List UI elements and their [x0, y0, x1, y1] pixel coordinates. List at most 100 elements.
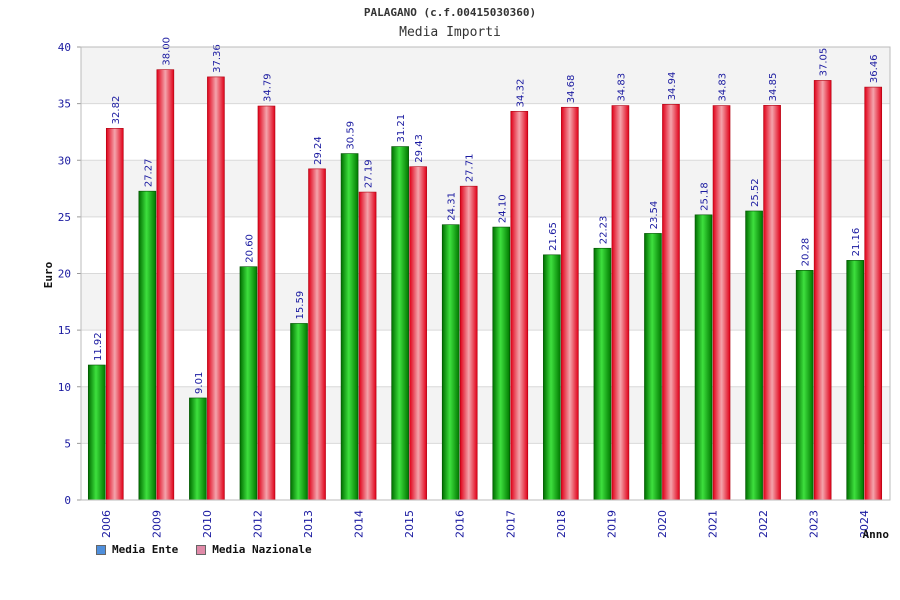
y-tick-label: 0	[64, 494, 71, 507]
bar-ente	[644, 233, 662, 501]
bar-ente	[391, 146, 409, 501]
bar-nazionale	[207, 76, 225, 501]
bar-ente	[694, 214, 713, 501]
bar-ente	[795, 270, 814, 501]
chart-subtitle: Media Importi	[399, 25, 501, 40]
bar-ente	[745, 210, 763, 501]
bar-nazionale	[105, 128, 124, 501]
y-axis-title: Euro	[42, 261, 55, 288]
data-label: 9.01	[194, 372, 205, 394]
bar-ente	[441, 224, 460, 501]
data-labels-layer: 11.92 32.82 27.27 38.00 9.01 37.36 20.60 34.79 1…	[93, 37, 880, 394]
x-tick-label: 2015	[403, 510, 416, 538]
plot-frame	[80, 46, 891, 501]
bar-ente	[239, 266, 258, 501]
data-label: 29.24	[313, 136, 324, 165]
data-label: 38.00	[161, 37, 172, 66]
data-label: 37.05	[819, 48, 830, 77]
y-tick-label: 35	[58, 98, 71, 111]
x-tick-label: 2023	[808, 510, 821, 538]
data-label: 27.19	[364, 159, 375, 188]
bar-ente	[492, 226, 511, 501]
data-label: 20.28	[801, 238, 812, 267]
axes-layer: 0 5 10 15 20 25 30 35 40 2006 2009 2010 2012 2013 2014…	[42, 41, 891, 541]
bars-layer	[87, 69, 883, 501]
data-label: 34.68	[566, 75, 577, 104]
data-label: 31.21	[396, 114, 407, 143]
data-label: 34.83	[718, 73, 729, 102]
data-label: 34.85	[768, 73, 779, 102]
y-tick-label: 40	[58, 41, 71, 54]
x-tick-label: 2009	[150, 510, 163, 538]
bar-ente	[846, 260, 865, 501]
data-label: 27.71	[465, 154, 476, 183]
bar-nazionale	[662, 104, 680, 501]
x-tick-label: 2006	[100, 510, 113, 538]
bar-ente	[87, 364, 106, 501]
data-label: 32.82	[111, 96, 122, 125]
x-tick-label: 2021	[707, 510, 720, 538]
x-tick-label: 2013	[302, 510, 315, 538]
bar-nazionale	[156, 69, 175, 501]
x-tick-label: 2020	[656, 510, 669, 538]
legend-swatch-nazionale	[196, 544, 207, 555]
bar-nazionale	[813, 80, 832, 501]
chart-title: PALAGANO (c.f.00415030360)	[363, 6, 537, 19]
data-label: 34.83	[616, 73, 627, 102]
data-label: 20.60	[244, 234, 255, 263]
data-label: 21.16	[851, 228, 862, 257]
bar-ente	[138, 190, 157, 501]
y-tick-label: 15	[58, 324, 71, 337]
bar-nazionale	[257, 105, 276, 501]
bar-nazionale	[459, 185, 478, 501]
x-tick-label: 2012	[251, 510, 264, 538]
bar-nazionale	[409, 166, 427, 501]
y-tick-label: 25	[58, 211, 71, 224]
bar-nazionale	[864, 86, 883, 501]
bar-ente	[340, 153, 359, 501]
data-label: 34.79	[262, 73, 273, 102]
x-tick-label: 2022	[757, 510, 770, 538]
x-tick-label: 2024	[858, 510, 871, 538]
data-label: 34.32	[515, 79, 526, 108]
bar-ente	[290, 323, 308, 501]
data-label: 23.54	[649, 201, 660, 230]
data-label: 22.23	[598, 216, 609, 245]
y-tick-label: 5	[64, 437, 71, 450]
data-label: 11.92	[93, 332, 104, 361]
data-label: 36.46	[869, 54, 880, 83]
bar-nazionale	[712, 105, 731, 501]
bar-ente	[543, 254, 561, 501]
bar-nazionale	[611, 105, 630, 501]
x-tick-label: 2017	[504, 510, 517, 538]
data-label: 24.31	[447, 192, 458, 221]
data-label: 30.59	[346, 121, 357, 150]
legend-item-ente[interactable]: Media Ente	[96, 543, 178, 556]
bar-nazionale	[510, 111, 529, 501]
legend-item-nazionale[interactable]: Media Nazionale	[196, 543, 312, 556]
x-tick-label: 2010	[201, 510, 214, 538]
y-tick-label: 10	[58, 381, 71, 394]
legend-label-nazionale: Media Nazionale	[212, 543, 312, 556]
legend-label-ente: Media Ente	[112, 543, 179, 556]
bar-nazionale	[561, 106, 579, 501]
data-label: 25.18	[700, 182, 711, 211]
data-label: 37.36	[212, 44, 223, 73]
y-tick-label: 30	[58, 154, 71, 167]
data-label: 24.10	[497, 194, 508, 223]
y-tick-label: 20	[58, 268, 71, 281]
x-tick-label: 2014	[353, 510, 366, 538]
x-axis-title: Anno	[863, 528, 890, 541]
bar-nazionale	[763, 105, 781, 501]
data-label: 21.65	[548, 222, 559, 251]
x-tick-label: 2018	[555, 510, 568, 538]
chart-legend: Media Ente Media Nazionale	[96, 543, 312, 556]
bar-ente	[593, 247, 612, 501]
data-label: 29.43	[414, 134, 425, 163]
data-label: 25.52	[750, 178, 761, 207]
data-label: 34.94	[667, 72, 678, 101]
x-tick-label: 2016	[454, 510, 467, 538]
bar-ente	[189, 397, 207, 501]
x-tick-label: 2019	[605, 510, 618, 538]
